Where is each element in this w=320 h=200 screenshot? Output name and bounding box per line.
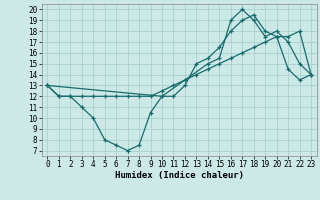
X-axis label: Humidex (Indice chaleur): Humidex (Indice chaleur) xyxy=(115,171,244,180)
